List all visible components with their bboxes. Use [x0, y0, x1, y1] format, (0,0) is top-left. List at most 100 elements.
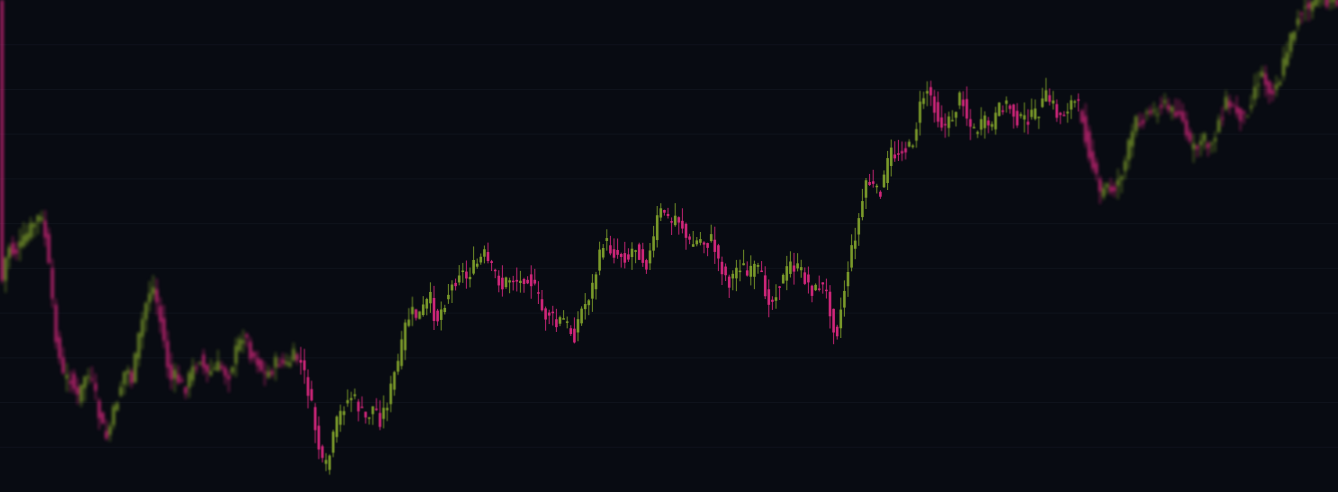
candle-up: [1005, 100, 1008, 104]
candle-up: [1131, 131, 1134, 147]
candle-down: [195, 367, 198, 369]
candle-up: [1102, 188, 1105, 197]
candle-up: [562, 318, 565, 320]
candle-up: [468, 276, 472, 280]
candle-down: [47, 233, 51, 264]
candle-up: [983, 115, 987, 129]
candle-down: [645, 260, 648, 270]
candle-up: [1303, 6, 1307, 9]
candle-up: [1030, 109, 1033, 117]
candle-down: [569, 328, 573, 334]
candle-down: [1084, 115, 1087, 143]
candle-down: [828, 291, 832, 317]
candle-down: [1325, 0, 1329, 7]
candle-up: [389, 383, 393, 405]
candle-up: [508, 280, 511, 283]
candle-up: [144, 302, 148, 320]
candle-up: [126, 370, 130, 374]
candle-up: [1249, 105, 1253, 109]
candle-down: [58, 337, 61, 359]
candle-up: [695, 240, 699, 245]
candle-down: [184, 386, 187, 394]
candle-up: [36, 215, 40, 222]
candle-down: [1062, 114, 1066, 117]
candle-up: [594, 274, 598, 290]
candle-up: [346, 400, 349, 404]
candle-up: [1224, 96, 1228, 110]
candle-down: [101, 412, 105, 424]
candle-up: [407, 319, 411, 326]
candle-down: [1174, 111, 1177, 117]
candle-down: [879, 191, 882, 197]
candle-down: [321, 446, 324, 458]
candle-up: [1044, 90, 1048, 102]
candle-up: [425, 299, 429, 309]
candle-up: [148, 293, 151, 303]
candle-down: [987, 120, 990, 126]
candle-up: [83, 376, 87, 389]
candle-up: [979, 119, 983, 130]
candle-down: [162, 318, 166, 341]
candle-down: [537, 292, 540, 294]
candle-down: [807, 274, 810, 283]
candle-up: [238, 339, 241, 351]
candle-up: [119, 386, 123, 396]
candle-up: [1278, 82, 1282, 86]
candle-up: [1293, 31, 1296, 40]
candle-up: [738, 270, 742, 273]
candle-down: [177, 374, 180, 383]
candle-down: [526, 279, 529, 284]
candle-up: [461, 270, 465, 273]
candle-down: [745, 270, 749, 276]
candle-down: [1221, 117, 1224, 120]
candle-up: [1023, 115, 1026, 120]
candle-down: [465, 271, 468, 279]
candle-down: [1181, 111, 1185, 122]
candle-down: [943, 123, 947, 126]
candle-up: [1051, 100, 1055, 104]
candle-up: [907, 141, 911, 147]
candle-up: [288, 362, 292, 367]
candle-group-mid: [299, 77, 1080, 475]
candle-up: [1019, 114, 1023, 117]
candle-down: [303, 360, 306, 371]
candle-up: [1296, 18, 1300, 26]
candle-down: [1195, 146, 1199, 150]
candle-down: [619, 254, 623, 257]
candle-down: [1012, 104, 1015, 117]
candle-down: [810, 285, 814, 296]
candle-up: [1332, 0, 1336, 2]
candle-up: [630, 248, 634, 258]
candle-down: [1300, 12, 1303, 15]
candle-up: [1329, 0, 1332, 2]
candle-up: [216, 361, 220, 371]
candle-up: [396, 360, 400, 372]
candle-up: [699, 239, 702, 243]
candle-up: [576, 319, 580, 333]
candle-down: [760, 270, 763, 273]
candle-down: [684, 223, 688, 238]
candle-up: [774, 297, 778, 301]
candle-up: [1120, 176, 1123, 180]
candle-up: [393, 372, 396, 390]
candle-group-sharp: [421, 139, 900, 345]
candle-up: [1210, 142, 1213, 145]
candle-down: [432, 297, 436, 321]
candle-down: [317, 425, 321, 450]
candle-down: [832, 308, 835, 333]
candle-up: [1192, 143, 1195, 150]
candle-up: [241, 340, 245, 344]
candle-down: [771, 299, 774, 302]
candle-up: [141, 319, 144, 337]
candle-down: [1239, 108, 1242, 121]
candle-up: [864, 180, 868, 198]
candle-up: [447, 294, 450, 300]
candle-down: [670, 221, 673, 223]
candle-down: [72, 373, 76, 389]
candle-down: [1055, 104, 1059, 118]
candle-up: [1282, 58, 1285, 76]
candle-up: [814, 284, 817, 291]
candle-up: [922, 98, 925, 104]
candle-up: [187, 372, 191, 388]
